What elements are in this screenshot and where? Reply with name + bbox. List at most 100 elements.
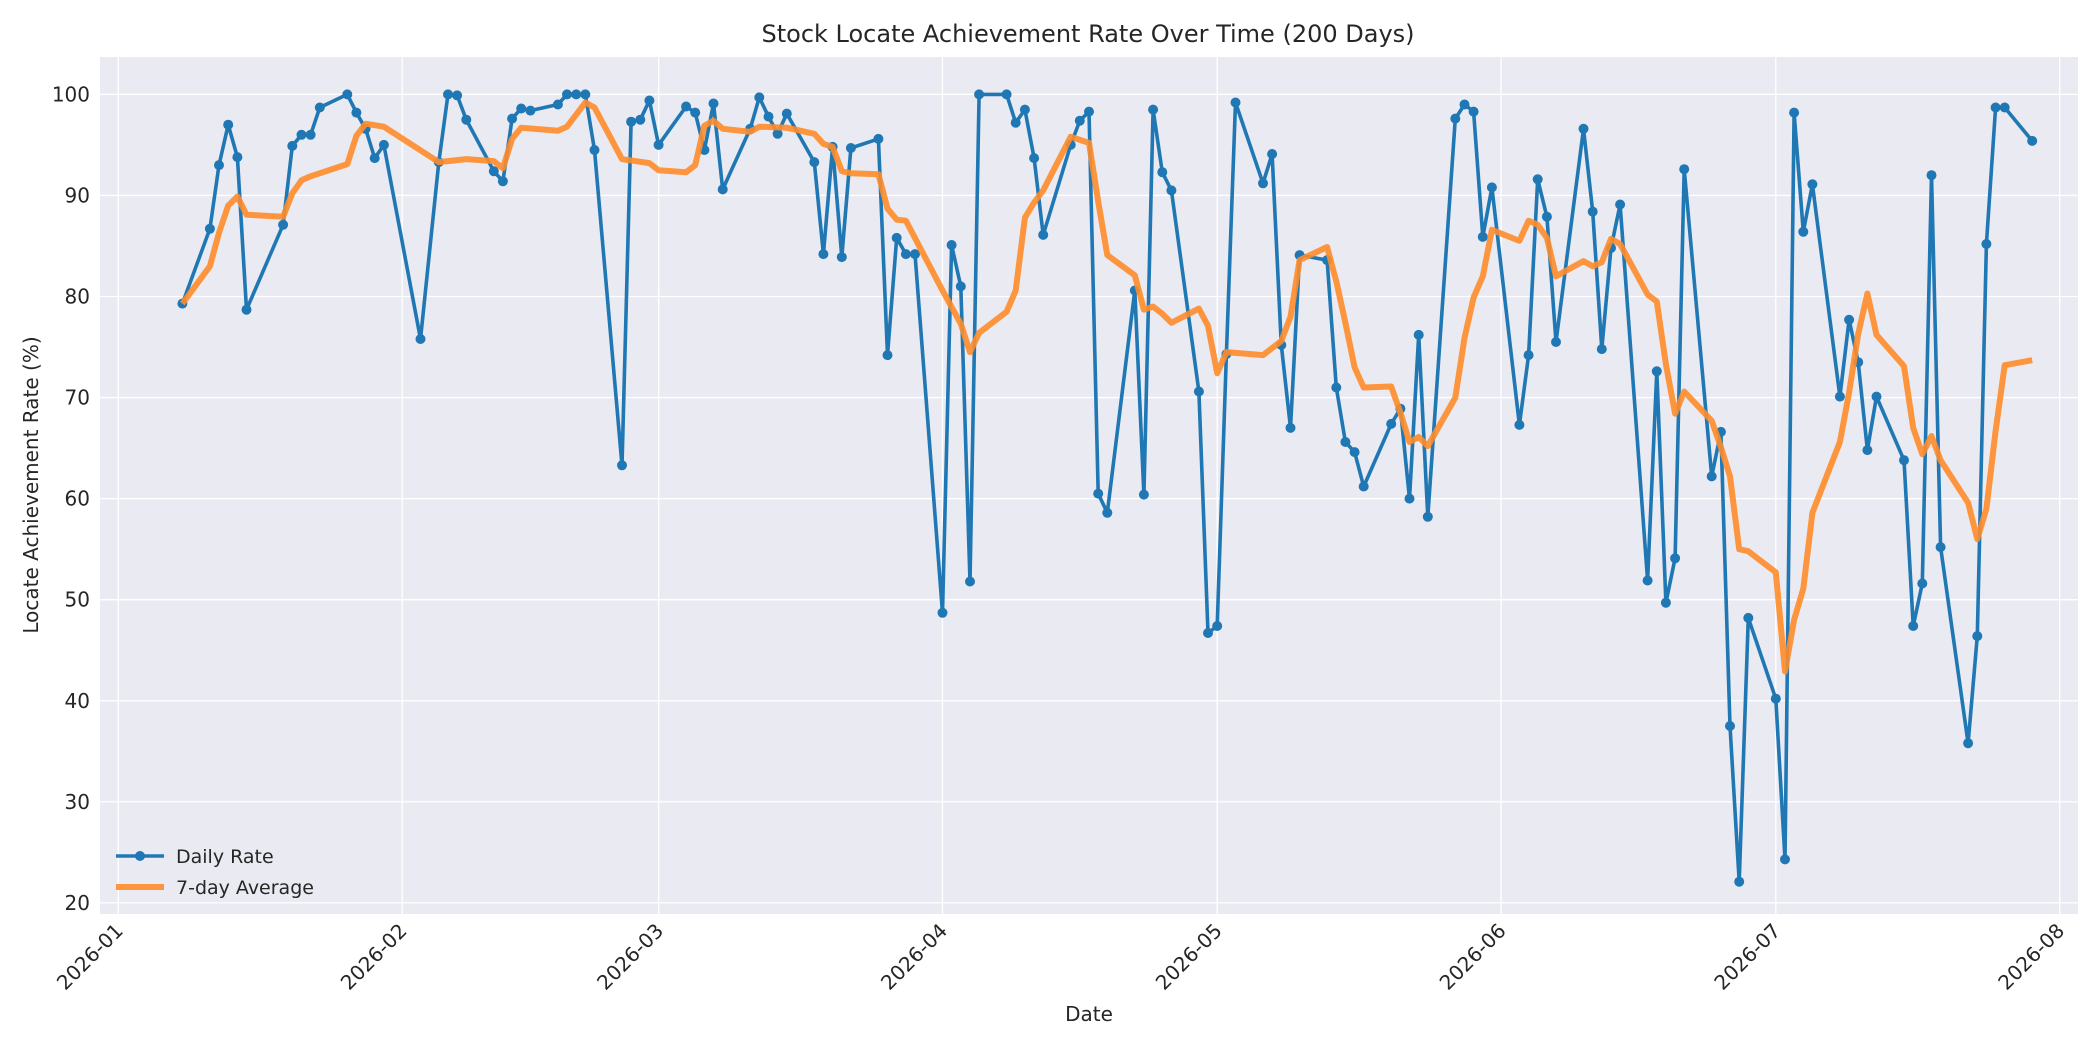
- data-point: [305, 129, 316, 140]
- y-tick-label: 80: [65, 285, 90, 309]
- data-point: [1084, 106, 1094, 117]
- chart-title: Stock Locate Achievement Rate Over Time …: [761, 20, 1414, 48]
- data-point: [1029, 153, 1040, 164]
- data-point: [1972, 631, 1983, 642]
- data-point: [1477, 231, 1488, 242]
- data-point: [772, 128, 783, 139]
- data-point: [1523, 350, 1534, 361]
- y-tick-label: 30: [65, 790, 90, 814]
- data-point: [1514, 419, 1525, 430]
- x-tick-label: 2026-08: [1993, 919, 2069, 995]
- y-tick-label: 60: [65, 487, 90, 511]
- data-point: [1807, 179, 1818, 190]
- data-point: [1230, 97, 1241, 108]
- series-lines: [177, 89, 2038, 887]
- data-point: [1532, 174, 1543, 185]
- data-point: [1019, 104, 1030, 115]
- grid-lines: [100, 57, 2078, 914]
- data-point: [1899, 455, 1909, 466]
- data-point: [1926, 170, 1937, 181]
- data-point: [644, 95, 655, 106]
- data-point: [1706, 471, 1717, 482]
- data-point: [443, 89, 453, 100]
- data-point: [1999, 102, 2010, 113]
- x-tick-label: 2026-07: [1709, 919, 1785, 995]
- data-point: [1258, 178, 1268, 189]
- x-tick-label: 2026-03: [592, 919, 668, 995]
- data-point: [1578, 123, 1589, 134]
- data-point: [525, 105, 536, 116]
- data-point: [1642, 575, 1653, 586]
- data-point: [1193, 386, 1204, 397]
- y-tick-label: 50: [65, 588, 90, 612]
- data-point: [1780, 854, 1790, 865]
- data-point: [1340, 437, 1351, 447]
- data-point: [1285, 422, 1296, 433]
- data-point: [241, 304, 252, 315]
- data-point: [1001, 89, 1012, 100]
- data-point: [1834, 391, 1845, 402]
- data-point: [1789, 107, 1800, 118]
- data-point: [1908, 621, 1919, 631]
- data-point: [1166, 185, 1177, 196]
- data-point: [369, 153, 380, 164]
- data-point: [1267, 149, 1278, 159]
- data-point: [296, 129, 307, 140]
- x-tick-label: 2026-05: [1151, 919, 1227, 995]
- data-point: [351, 107, 362, 118]
- data-point: [891, 232, 902, 243]
- data-point: [342, 89, 353, 100]
- series-line-7-day-average: [179, 99, 2033, 675]
- x-tick-label: 2026-02: [336, 919, 412, 995]
- data-point: [232, 152, 243, 163]
- data-point: [1404, 493, 1415, 504]
- data-point: [717, 184, 728, 195]
- data-point: [1212, 621, 1223, 631]
- data-point: [1551, 337, 1561, 347]
- x-tick-label: 2026-01: [52, 919, 128, 995]
- data-point: [1770, 693, 1781, 704]
- data-point: [1102, 507, 1113, 518]
- data-point: [314, 102, 325, 113]
- data-point: [1203, 628, 1213, 638]
- daily-rate-markers: [177, 89, 2038, 887]
- data-point: [1358, 481, 1369, 492]
- data-point: [1422, 511, 1433, 522]
- data-point: [1459, 99, 1470, 110]
- data-point: [589, 145, 600, 155]
- data-point: [900, 249, 911, 260]
- data-point: [1917, 578, 1928, 589]
- data-point: [507, 113, 518, 124]
- data-point: [965, 576, 975, 587]
- data-point: [1486, 182, 1497, 193]
- data-point: [955, 281, 966, 292]
- y-tick-label: 70: [65, 386, 90, 410]
- data-point: [910, 249, 920, 260]
- data-point: [873, 133, 884, 144]
- data-point: [1386, 418, 1397, 429]
- data-point: [763, 111, 774, 122]
- data-point: [552, 99, 563, 110]
- data-point: [1468, 106, 1479, 117]
- data-point: [635, 114, 646, 125]
- data-point: [1349, 447, 1360, 458]
- data-point: [1798, 226, 1809, 237]
- data-point: [1670, 553, 1681, 564]
- data-point: [781, 108, 792, 119]
- data-point: [1450, 113, 1461, 124]
- data-point: [708, 98, 719, 109]
- legend-label-daily-rate: Daily Rate: [176, 846, 274, 868]
- data-point: [1862, 445, 1873, 456]
- series-line-daily-rate: [180, 92, 2034, 884]
- data-point: [974, 89, 985, 100]
- data-point: [287, 140, 298, 151]
- data-point: [1660, 597, 1671, 608]
- data-point: [681, 101, 692, 112]
- y-tick-label: 20: [65, 891, 90, 915]
- y-tick-label: 90: [65, 183, 90, 207]
- data-point: [1093, 488, 1104, 499]
- x-tick-label: 2026-06: [1435, 919, 1511, 995]
- data-point: [1935, 542, 1946, 553]
- data-point: [1651, 366, 1662, 377]
